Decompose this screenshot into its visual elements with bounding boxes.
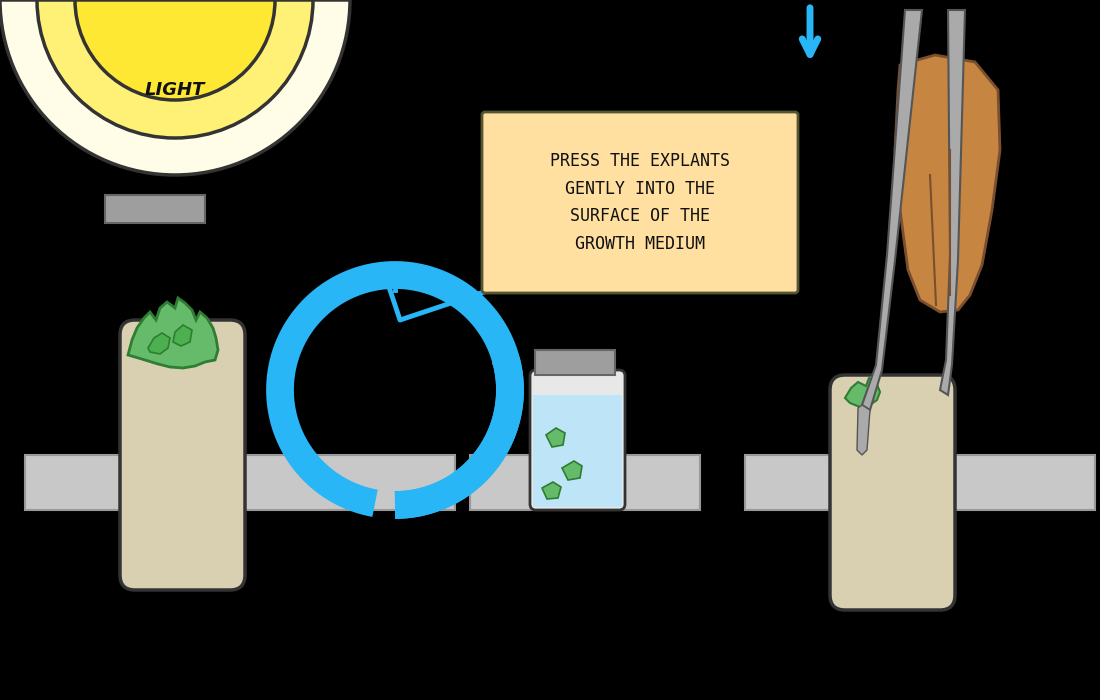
Text: PRESS THE EXPLANTS
GENTLY INTO THE
SURFACE OF THE
GROWTH MEDIUM: PRESS THE EXPLANTS GENTLY INTO THE SURFA… [550, 152, 730, 253]
Polygon shape [895, 55, 1000, 312]
Polygon shape [562, 461, 582, 480]
Polygon shape [845, 378, 880, 407]
Bar [535, 350, 615, 375]
Polygon shape [128, 298, 218, 368]
FancyBboxPatch shape [530, 370, 625, 510]
FancyBboxPatch shape [120, 320, 245, 590]
Bar [745, 455, 1094, 510]
Wedge shape [75, 0, 275, 100]
Bar [104, 195, 205, 223]
FancyBboxPatch shape [482, 112, 798, 293]
Polygon shape [542, 482, 561, 499]
Wedge shape [0, 0, 350, 175]
Polygon shape [173, 325, 192, 346]
Bar [470, 455, 700, 510]
Polygon shape [546, 428, 565, 447]
Polygon shape [940, 10, 965, 395]
Text: LIGHT: LIGHT [145, 81, 206, 99]
Polygon shape [148, 333, 170, 354]
Bar [25, 455, 455, 510]
Polygon shape [857, 405, 870, 455]
FancyBboxPatch shape [830, 375, 955, 610]
Polygon shape [862, 10, 922, 410]
Bar [534, 395, 622, 507]
Wedge shape [37, 0, 314, 138]
